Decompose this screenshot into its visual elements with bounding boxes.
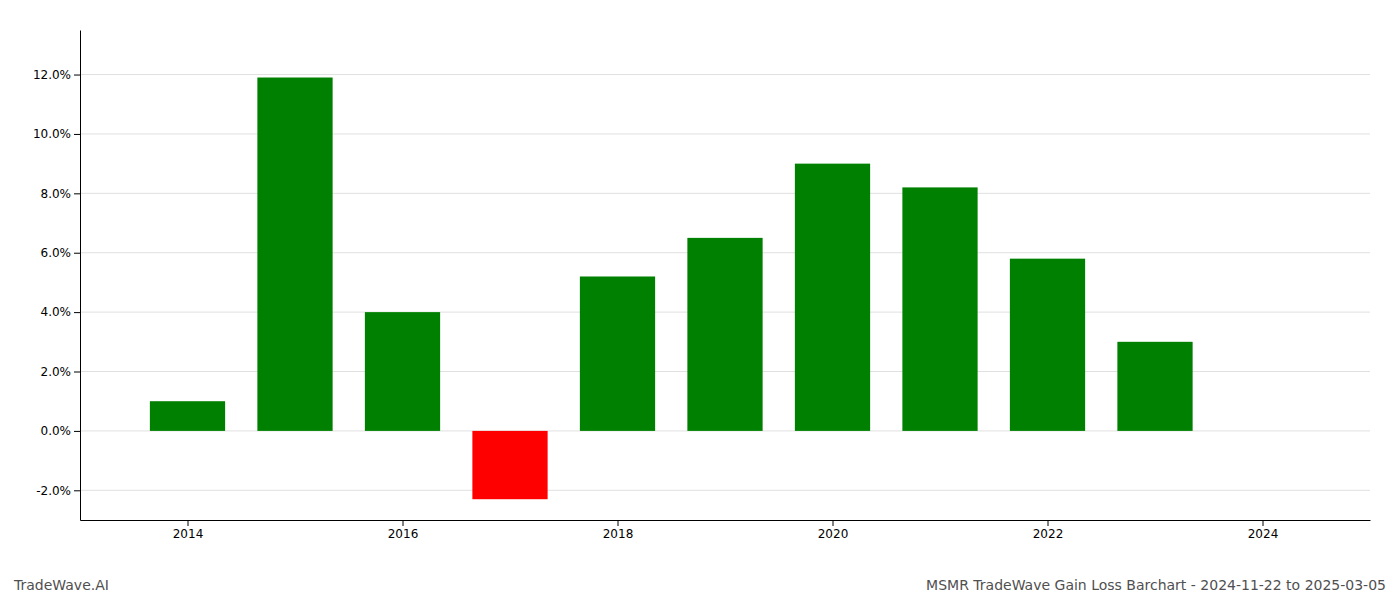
x-tick-mark (1263, 520, 1264, 526)
y-tick-label: 0.0% (41, 424, 72, 438)
y-tick-mark (74, 372, 80, 373)
x-tick-label: 2020 (818, 527, 849, 541)
y-tick-mark (74, 312, 80, 313)
x-tick-label: 2014 (173, 527, 204, 541)
x-tick-label: 2018 (603, 527, 634, 541)
x-tick-label: 2024 (1248, 527, 1279, 541)
bar (902, 187, 977, 431)
bar (1117, 342, 1192, 431)
x-tick-mark (618, 520, 619, 526)
x-tick-label: 2016 (388, 527, 419, 541)
y-tick-mark (74, 134, 80, 135)
bar (472, 431, 547, 499)
y-tick-mark (74, 431, 80, 432)
bar (687, 238, 762, 431)
bar (795, 164, 870, 431)
y-tick: 2.0% (41, 365, 81, 379)
y-tick: 8.0% (41, 187, 81, 201)
x-tick-label: 2022 (1033, 527, 1064, 541)
y-tick: 0.0% (41, 424, 81, 438)
y-tick: 4.0% (41, 305, 81, 319)
y-tick: 6.0% (41, 246, 81, 260)
y-tick-label: 6.0% (41, 246, 72, 260)
plot-area: -2.0%0.0%2.0%4.0%6.0%8.0%10.0%12.0%20142… (33, 31, 1371, 541)
grid-line (80, 490, 1370, 491)
x-tick-mark (188, 520, 189, 526)
y-axis-line (80, 31, 81, 521)
y-axis: -2.0% 0.0% 2.0% 4.0% 6.0% 8.0% 10.0% 12.0% (33, 31, 81, 521)
y-tick-label: 4.0% (41, 305, 72, 319)
y-tick-label: 10.0% (33, 127, 71, 141)
x-tick: 2022 (1033, 520, 1064, 541)
y-tick-mark (74, 490, 80, 491)
x-tick-mark (833, 520, 834, 526)
y-tick-label: 8.0% (41, 187, 72, 201)
x-tick: 2018 (603, 520, 634, 541)
title: MSMR TradeWave Gain Loss Barchart - 2024… (926, 577, 1386, 593)
x-tick-mark (403, 520, 404, 526)
annotation: TradeWave.AI (13, 577, 109, 593)
y-tick-mark (74, 193, 80, 194)
bar (580, 276, 655, 430)
x-axis: 2014 2016 2018 2020 2022 2024 (81, 520, 1371, 541)
x-tick: 2016 (388, 520, 419, 541)
y-tick-mark (74, 253, 80, 254)
x-tick-mark (1048, 520, 1049, 526)
y-tick: -2.0% (36, 484, 80, 498)
grid-line (80, 74, 1370, 75)
x-tick: 2020 (818, 520, 849, 541)
bar (257, 78, 332, 431)
chart: -2.0%0.0%2.0%4.0%6.0%8.0%10.0%12.0%20142… (0, 0, 1400, 600)
x-tick: 2014 (173, 520, 204, 541)
bar (150, 401, 225, 431)
x-tick: 2024 (1248, 520, 1279, 541)
y-tick-mark (74, 75, 80, 76)
y-tick: 10.0% (33, 127, 80, 141)
y-tick: 12.0% (33, 68, 80, 82)
y-tick-label: 12.0% (33, 68, 71, 82)
x-axis-line (81, 520, 1371, 521)
bar (365, 312, 440, 431)
y-tick-label: 2.0% (41, 365, 72, 379)
grid (80, 75, 1370, 491)
bar (1010, 259, 1085, 431)
bars (150, 78, 1193, 500)
y-tick-label: -2.0% (36, 484, 71, 498)
